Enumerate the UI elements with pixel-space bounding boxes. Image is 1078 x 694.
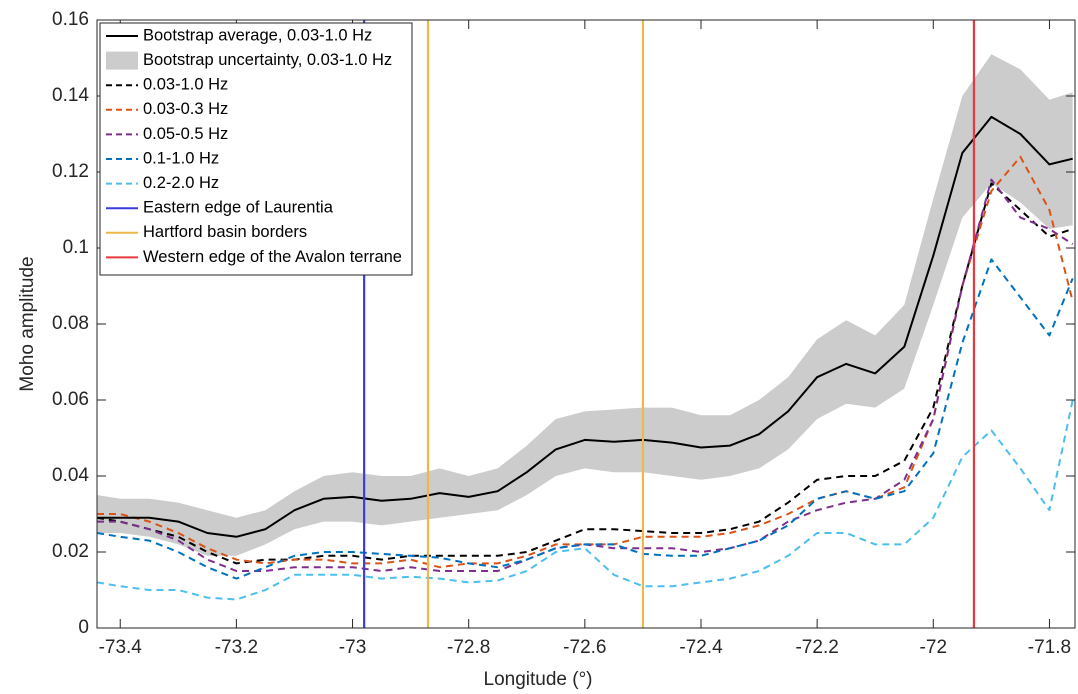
x-tick-label: -72.4	[679, 637, 723, 658]
legend-label: 0.1-1.0 Hz	[143, 149, 219, 167]
x-tick-label: -73.2	[215, 637, 258, 658]
legend-label: Bootstrap uncertainty, 0.03-1.0 Hz	[143, 51, 392, 69]
y-tick-label: 0.14	[52, 85, 89, 106]
y-tick-label: 0.08	[52, 313, 89, 334]
x-tick-label: -72.2	[795, 637, 838, 658]
x-tick-label: -71.8	[1028, 637, 1071, 658]
series-line	[97, 399, 1074, 601]
legend-label: 0.03-1.0 Hz	[143, 76, 228, 94]
x-tick-label: -72.6	[563, 637, 606, 658]
series-line	[97, 155, 1074, 569]
legend-label: Eastern edge of Laurentia	[143, 199, 334, 217]
series-line	[97, 115, 1073, 538]
y-tick-label: 0	[78, 617, 89, 638]
y-tick-label: 0.06	[52, 389, 89, 410]
legend-label: 0.03-0.3 Hz	[143, 100, 228, 118]
legend-box	[99, 22, 413, 276]
y-tick-label: 0.02	[52, 541, 89, 562]
legend-label: Bootstrap average, 0.03-1.0 Hz	[143, 26, 372, 44]
x-tick-label: -73	[339, 637, 366, 658]
legend-swatch	[106, 51, 138, 70]
legend: Bootstrap average, 0.03-1.0 Hz Bootstrap …	[99, 22, 413, 276]
y-tick-label: 0.12	[52, 161, 89, 182]
y-tick-label: 0.04	[52, 465, 89, 486]
plot-area	[97, 54, 1074, 601]
x-tick-label: -72	[920, 637, 947, 658]
y-axis-label: Moho amplitude	[17, 256, 38, 391]
x-tick-label: -72.8	[447, 637, 490, 658]
y-tick-label: 0.1	[63, 237, 89, 258]
x-tick-label: -73.4	[99, 637, 143, 658]
uncertainty-band	[97, 54, 1073, 556]
legend-label: 0.2-2.0 Hz	[143, 174, 219, 192]
series-line	[97, 258, 1074, 580]
legend-label: 0.05-0.5 Hz	[143, 125, 228, 143]
legend-label: Western edge of the Avalon terrane	[143, 248, 402, 266]
y-tick-label: 0.16	[52, 9, 89, 30]
legend-label: Hartford basin borders	[143, 223, 307, 241]
x-axis-label: Longitude (°)	[484, 669, 593, 690]
